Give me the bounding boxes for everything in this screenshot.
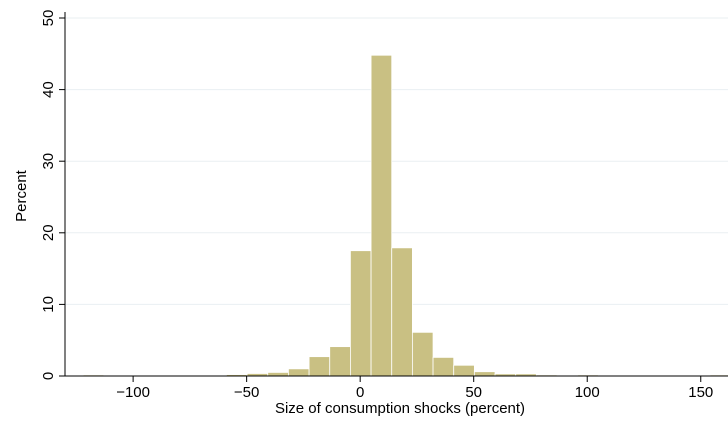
y-tick-label-0: 0 [40,372,57,380]
histogram-bar-10 [308,356,331,377]
x-tick-label-100: 100 [575,384,600,401]
histogram-bar-14 [391,247,413,377]
histogram-bar-18 [473,371,496,377]
histogram-bar-9 [288,368,310,377]
histogram-bar-16 [432,356,455,377]
y-tick-label-40: 40 [40,81,57,98]
x-tick-label-50: 50 [465,384,482,401]
y-tick-label-30: 30 [40,153,57,170]
histogram-bar-15 [411,331,434,377]
y-tick-label-20: 20 [40,224,57,241]
x-axis-ticks: −100 −50 0 50 100 150 [116,376,713,401]
y-tick-label-50: 50 [40,10,57,27]
x-tick-label--50: −50 [234,384,259,401]
x-tick-label-0: 0 [356,384,364,401]
histogram-bar-13 [370,54,393,377]
gridlines [65,17,728,305]
histogram-bar-8 [267,372,289,377]
axes [64,12,728,377]
x-tick-label--100: −100 [116,384,150,401]
histogram-bar-11 [329,346,351,377]
y-axis-label: Percent [13,169,30,222]
y-axis-ticks: 0 10 20 30 40 50 [40,10,65,380]
x-tick-label-150: 150 [688,384,713,401]
histogram-bar-12 [350,250,372,377]
y-tick-label-10: 10 [40,296,57,313]
x-axis-label: Size of consumption shocks (percent) [275,400,525,417]
histogram-bar-17 [453,364,475,377]
